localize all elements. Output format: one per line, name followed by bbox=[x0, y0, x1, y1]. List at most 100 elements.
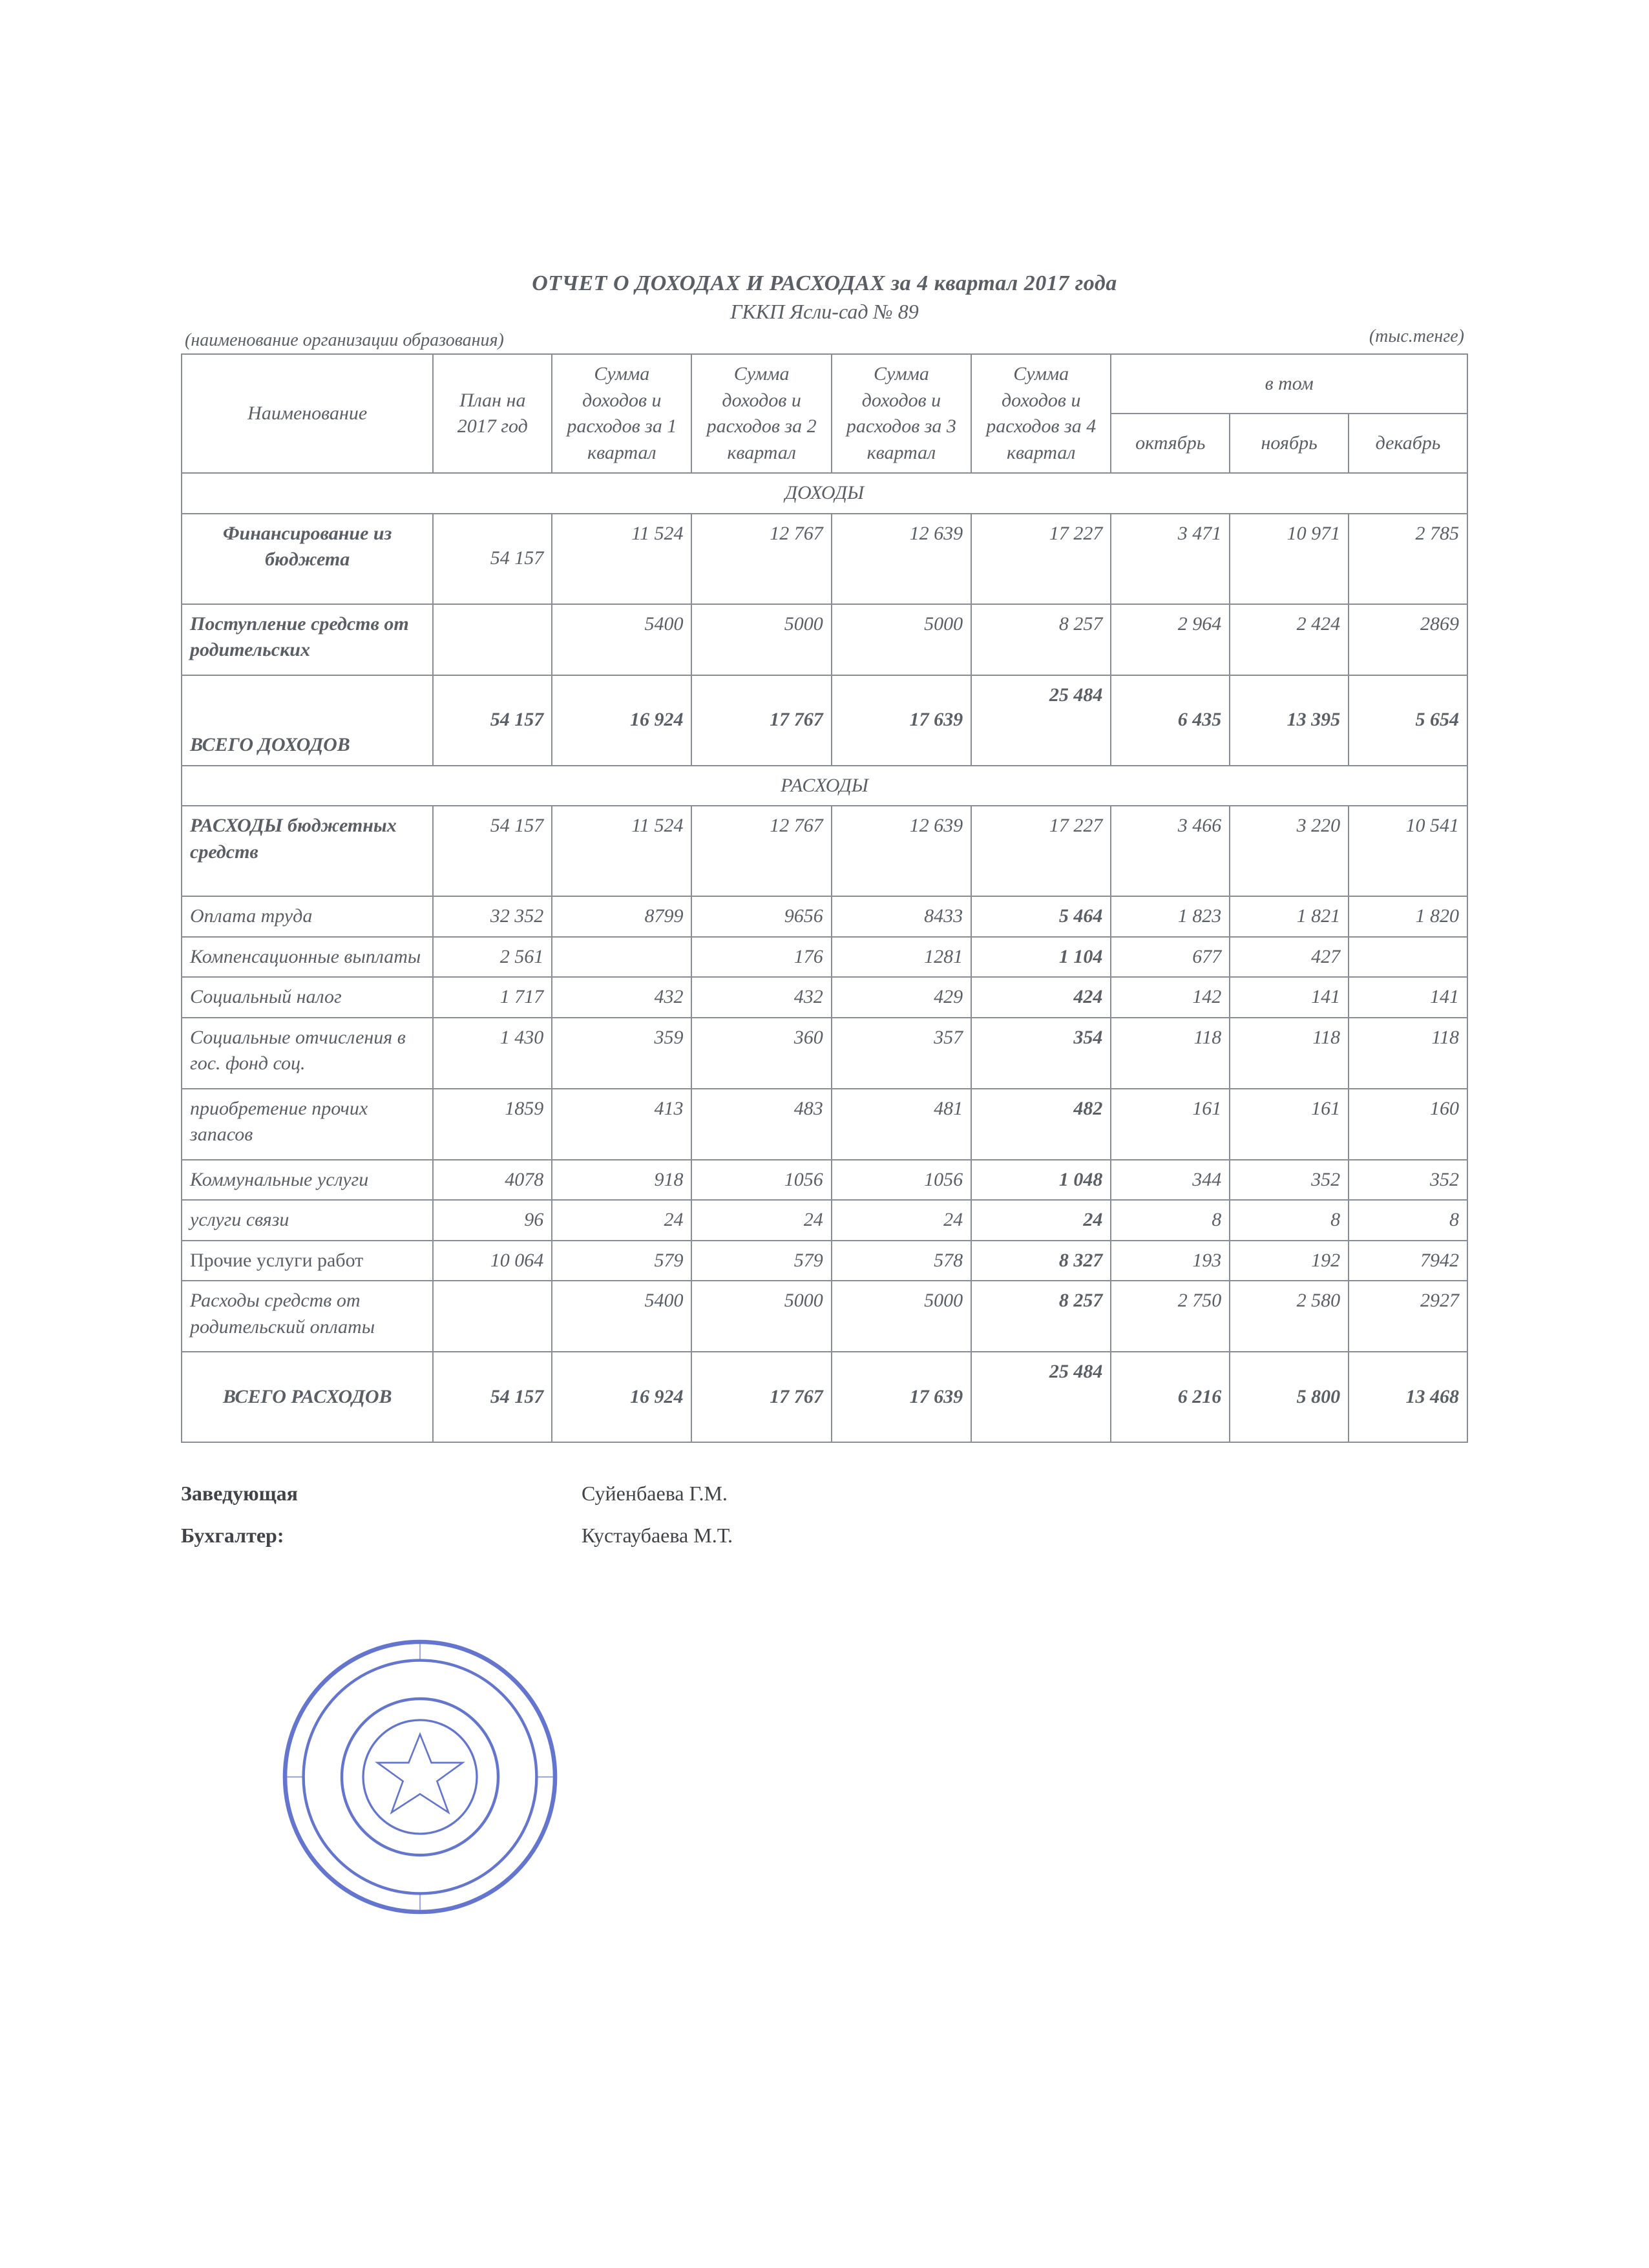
cell-plan: 54 157 bbox=[433, 1352, 552, 1442]
cell-plan: 32 352 bbox=[433, 896, 552, 937]
cell-q2: 12 767 bbox=[691, 514, 831, 604]
cell-plan: 10 064 bbox=[433, 1241, 552, 1281]
cell-m11: 352 bbox=[1230, 1160, 1349, 1201]
col-m12: декабрь bbox=[1349, 414, 1467, 473]
cell-q3: 12 639 bbox=[832, 514, 971, 604]
cell-m12: 2927 bbox=[1349, 1281, 1467, 1352]
cell-m10: 677 bbox=[1111, 937, 1230, 978]
cell-m11: 118 bbox=[1230, 1018, 1349, 1089]
cell-m10: 161 bbox=[1111, 1089, 1230, 1160]
cell-q4: 17 227 bbox=[971, 514, 1111, 604]
cell-plan: 54 157 bbox=[433, 675, 552, 766]
cell-m11: 192 bbox=[1230, 1241, 1349, 1281]
cell-q4: 25 484 bbox=[971, 675, 1111, 766]
col-q3: Сумма доходов и расходов за 3 квартал bbox=[832, 354, 971, 473]
cell-m12: 10 541 bbox=[1349, 806, 1467, 896]
cell-q3: 1281 bbox=[832, 937, 971, 978]
cell-m12: 352 bbox=[1349, 1160, 1467, 1201]
cell-q2: 17 767 bbox=[691, 1352, 831, 1442]
cell-q3: 8433 bbox=[832, 896, 971, 937]
cell-q1: 24 bbox=[552, 1200, 691, 1241]
col-m11: ноябрь bbox=[1230, 414, 1349, 473]
report-table: Наименование План на 2017 год Сумма дохо… bbox=[181, 353, 1468, 1443]
cell-q2: 176 bbox=[691, 937, 831, 978]
cell-q1: 579 bbox=[552, 1241, 691, 1281]
cell-q3: 578 bbox=[832, 1241, 971, 1281]
sig-acct-name: Кустаубаева М.Т. bbox=[582, 1524, 733, 1548]
cell-m10: 6 435 bbox=[1111, 675, 1230, 766]
cell-q3: 481 bbox=[832, 1089, 971, 1160]
row-utilities: Коммунальные услуги 4078 918 1056 1056 1… bbox=[182, 1160, 1467, 1201]
cell-q3: 17 639 bbox=[832, 1352, 971, 1442]
cell-plan: 1 717 bbox=[433, 977, 552, 1018]
cell-q3: 12 639 bbox=[832, 806, 971, 896]
cell-m12: 1 820 bbox=[1349, 896, 1467, 937]
cell-m10: 118 bbox=[1111, 1018, 1230, 1089]
table-body: ДОХОДЫ Финансирование из бюджета 54 157 … bbox=[182, 473, 1467, 1442]
col-m10: октябрь bbox=[1111, 414, 1230, 473]
cell-name: Прочие услуги работ bbox=[182, 1241, 433, 1281]
cell-q3: 17 639 bbox=[832, 675, 971, 766]
cell-q3: 5000 bbox=[832, 1281, 971, 1352]
row-exp-total: ВСЕГО РАСХОДОВ 54 157 16 924 17 767 17 6… bbox=[182, 1352, 1467, 1442]
report-title: ОТЧЕТ О ДОХОДАХ И РАСХОДАХ за 4 квартал … bbox=[181, 271, 1468, 296]
section-income: ДОХОДЫ bbox=[182, 473, 1467, 514]
signatures-block: Заведующая Суйенбаева Г.М. Бухгалтер: Ку… bbox=[181, 1482, 1468, 1548]
cell-q4: 8 257 bbox=[971, 604, 1111, 675]
org-label: (наименование организации образования) bbox=[185, 330, 504, 351]
cell-m12: 7942 bbox=[1349, 1241, 1467, 1281]
row-soc-ded: Социальные отчисления в гос. фонд соц. 1… bbox=[182, 1018, 1467, 1089]
row-parent-exp: Расходы средств от родительский оплаты 5… bbox=[182, 1281, 1467, 1352]
cell-m11: 8 bbox=[1230, 1200, 1349, 1241]
cell-q1: 11 524 bbox=[552, 514, 691, 604]
sig-acct-label: Бухгалтер: bbox=[181, 1524, 349, 1548]
cell-q4: 1 104 bbox=[971, 937, 1111, 978]
row-other-work: Прочие услуги работ 10 064 579 579 578 8… bbox=[182, 1241, 1467, 1281]
cell-m11: 141 bbox=[1230, 977, 1349, 1018]
cell-m12: 5 654 bbox=[1349, 675, 1467, 766]
cell-name: услуги связи bbox=[182, 1200, 433, 1241]
cell-m12 bbox=[1349, 937, 1467, 978]
cell-plan: 54 157 bbox=[433, 514, 552, 604]
cell-m12: 8 bbox=[1349, 1200, 1467, 1241]
cell-m10: 1 823 bbox=[1111, 896, 1230, 937]
cell-q4: 424 bbox=[971, 977, 1111, 1018]
cell-m11: 3 220 bbox=[1230, 806, 1349, 896]
cell-m12: 2 785 bbox=[1349, 514, 1467, 604]
cell-m10: 344 bbox=[1111, 1160, 1230, 1201]
cell-plan: 1 430 bbox=[433, 1018, 552, 1089]
cell-q4: 17 227 bbox=[971, 806, 1111, 896]
cell-q2: 483 bbox=[691, 1089, 831, 1160]
cell-m11: 13 395 bbox=[1230, 675, 1349, 766]
row-exp-budget: РАСХОДЫ бюджетных средств 54 157 11 524 … bbox=[182, 806, 1467, 896]
cell-q2: 5000 bbox=[691, 1281, 831, 1352]
row-comm-svc: услуги связи 96 24 24 24 24 8 8 8 bbox=[182, 1200, 1467, 1241]
cell-m10: 2 964 bbox=[1111, 604, 1230, 675]
cell-m12: 2869 bbox=[1349, 604, 1467, 675]
cell-plan bbox=[433, 1281, 552, 1352]
cell-m12: 13 468 bbox=[1349, 1352, 1467, 1442]
cell-q2: 17 767 bbox=[691, 675, 831, 766]
unit-label: (тыс.тенге) bbox=[1369, 326, 1464, 351]
row-other-stock: приобретение прочих запасов 1859 413 483… bbox=[182, 1089, 1467, 1160]
cell-plan: 96 bbox=[433, 1200, 552, 1241]
cell-q4: 8 327 bbox=[971, 1241, 1111, 1281]
section-expense-label: РАСХОДЫ bbox=[182, 766, 1467, 806]
cell-name: Коммунальные услуги bbox=[182, 1160, 433, 1201]
row-soc-tax: Социальный налог 1 717 432 432 429 424 1… bbox=[182, 977, 1467, 1018]
row-fin-budget: Финансирование из бюджета 54 157 11 524 … bbox=[182, 514, 1467, 604]
meta-row: (наименование организации образования) (… bbox=[181, 326, 1468, 353]
cell-q4: 8 257 bbox=[971, 1281, 1111, 1352]
cell-name: Оплата труда bbox=[182, 896, 433, 937]
cell-m12: 160 bbox=[1349, 1089, 1467, 1160]
cell-m11: 2 424 bbox=[1230, 604, 1349, 675]
col-q2: Сумма доходов и расходов за 2 квартал bbox=[691, 354, 831, 473]
row-comp: Компенсационные выплаты 2 561 176 1281 1… bbox=[182, 937, 1467, 978]
cell-name: приобретение прочих запасов bbox=[182, 1089, 433, 1160]
table-head: Наименование План на 2017 год Сумма дохо… bbox=[182, 354, 1467, 473]
cell-q3: 24 bbox=[832, 1200, 971, 1241]
cell-name: ВСЕГО ДОХОДОВ bbox=[182, 675, 433, 766]
cell-m10: 142 bbox=[1111, 977, 1230, 1018]
cell-name: Поступление средств от родительских bbox=[182, 604, 433, 675]
cell-m12: 118 bbox=[1349, 1018, 1467, 1089]
